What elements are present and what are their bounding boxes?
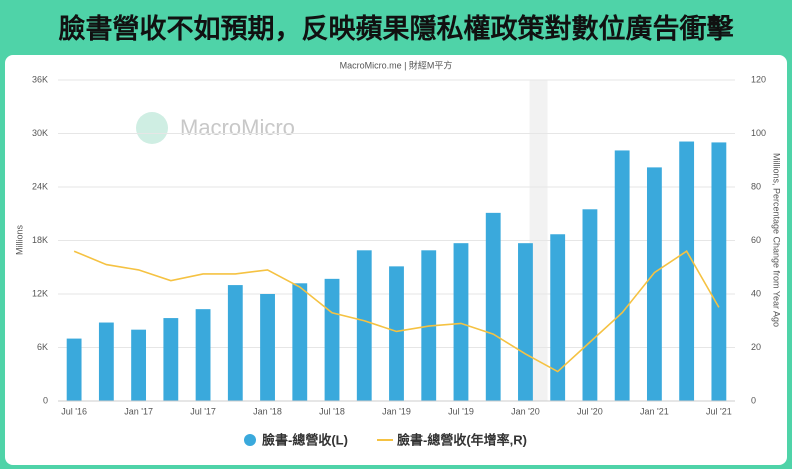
bar (550, 234, 566, 401)
watermark: MacroMicro (180, 115, 295, 140)
bar (131, 329, 147, 401)
y2-tick-label: 60 (751, 235, 761, 245)
x-tick-label: Jul '17 (190, 406, 216, 416)
y2-axis-title: Millions, Percentage Change from Year Ag… (772, 153, 782, 327)
bar (679, 141, 695, 401)
y-tick-label: 24K (32, 181, 48, 191)
header-title: 臉書營收不如預期，反映蘋果隱私權政策對數位廣告衝擊 (58, 13, 734, 44)
bar (195, 309, 211, 401)
y2-tick-label: 100 (751, 128, 766, 138)
bar (356, 250, 372, 401)
y-tick-label: 36K (32, 74, 48, 84)
y2-tick-label: 120 (751, 74, 766, 84)
y2-tick-label: 0 (751, 395, 756, 405)
bar (485, 212, 501, 401)
y-tick-label: 18K (32, 235, 48, 245)
bar (163, 318, 179, 401)
bar (292, 283, 308, 401)
bar (66, 338, 82, 401)
x-tick-label: Jan '21 (640, 406, 669, 416)
x-tick-label: Jan '19 (382, 406, 411, 416)
chart-panel (5, 55, 787, 465)
bar (260, 294, 275, 401)
y-tick-label: 0 (43, 395, 48, 405)
x-tick-label: Jan '17 (124, 406, 153, 416)
y2-tick-label: 40 (751, 288, 761, 298)
y2-tick-label: 20 (751, 342, 761, 352)
x-tick-label: Jul '20 (577, 406, 603, 416)
watermark-logo (136, 112, 168, 144)
line (73, 250, 720, 373)
source: MacroMicro.me | 財經M平方 (340, 59, 453, 70)
x-tick-label: Jan '18 (253, 406, 282, 416)
x-tick-label: Jul '18 (319, 406, 345, 416)
bar (227, 285, 243, 401)
y2-tick-label: 80 (751, 181, 761, 191)
y-tick-label: 12K (32, 288, 48, 298)
legend-label: 臉書-總營收(L) (262, 432, 348, 447)
y-tick-label: 30K (32, 128, 48, 138)
bar (98, 322, 114, 401)
y-axis-title: Millions (14, 225, 24, 256)
x-tick-label: Jul '21 (706, 406, 732, 416)
legend-label: 臉書-總營收(年增率,R) (397, 432, 527, 447)
bar (324, 278, 340, 401)
legend-swatch (244, 434, 256, 446)
bar (711, 142, 727, 401)
x-tick-label: Jul '16 (61, 406, 87, 416)
x-tick-label: Jul '19 (448, 406, 474, 416)
bar (582, 209, 598, 401)
y-tick-label: 6K (37, 342, 48, 352)
bar (646, 167, 662, 401)
x-tick-label: Jan '20 (511, 406, 540, 416)
bar (518, 243, 533, 401)
bar (453, 243, 469, 401)
bar (614, 150, 630, 401)
bar (389, 266, 404, 401)
